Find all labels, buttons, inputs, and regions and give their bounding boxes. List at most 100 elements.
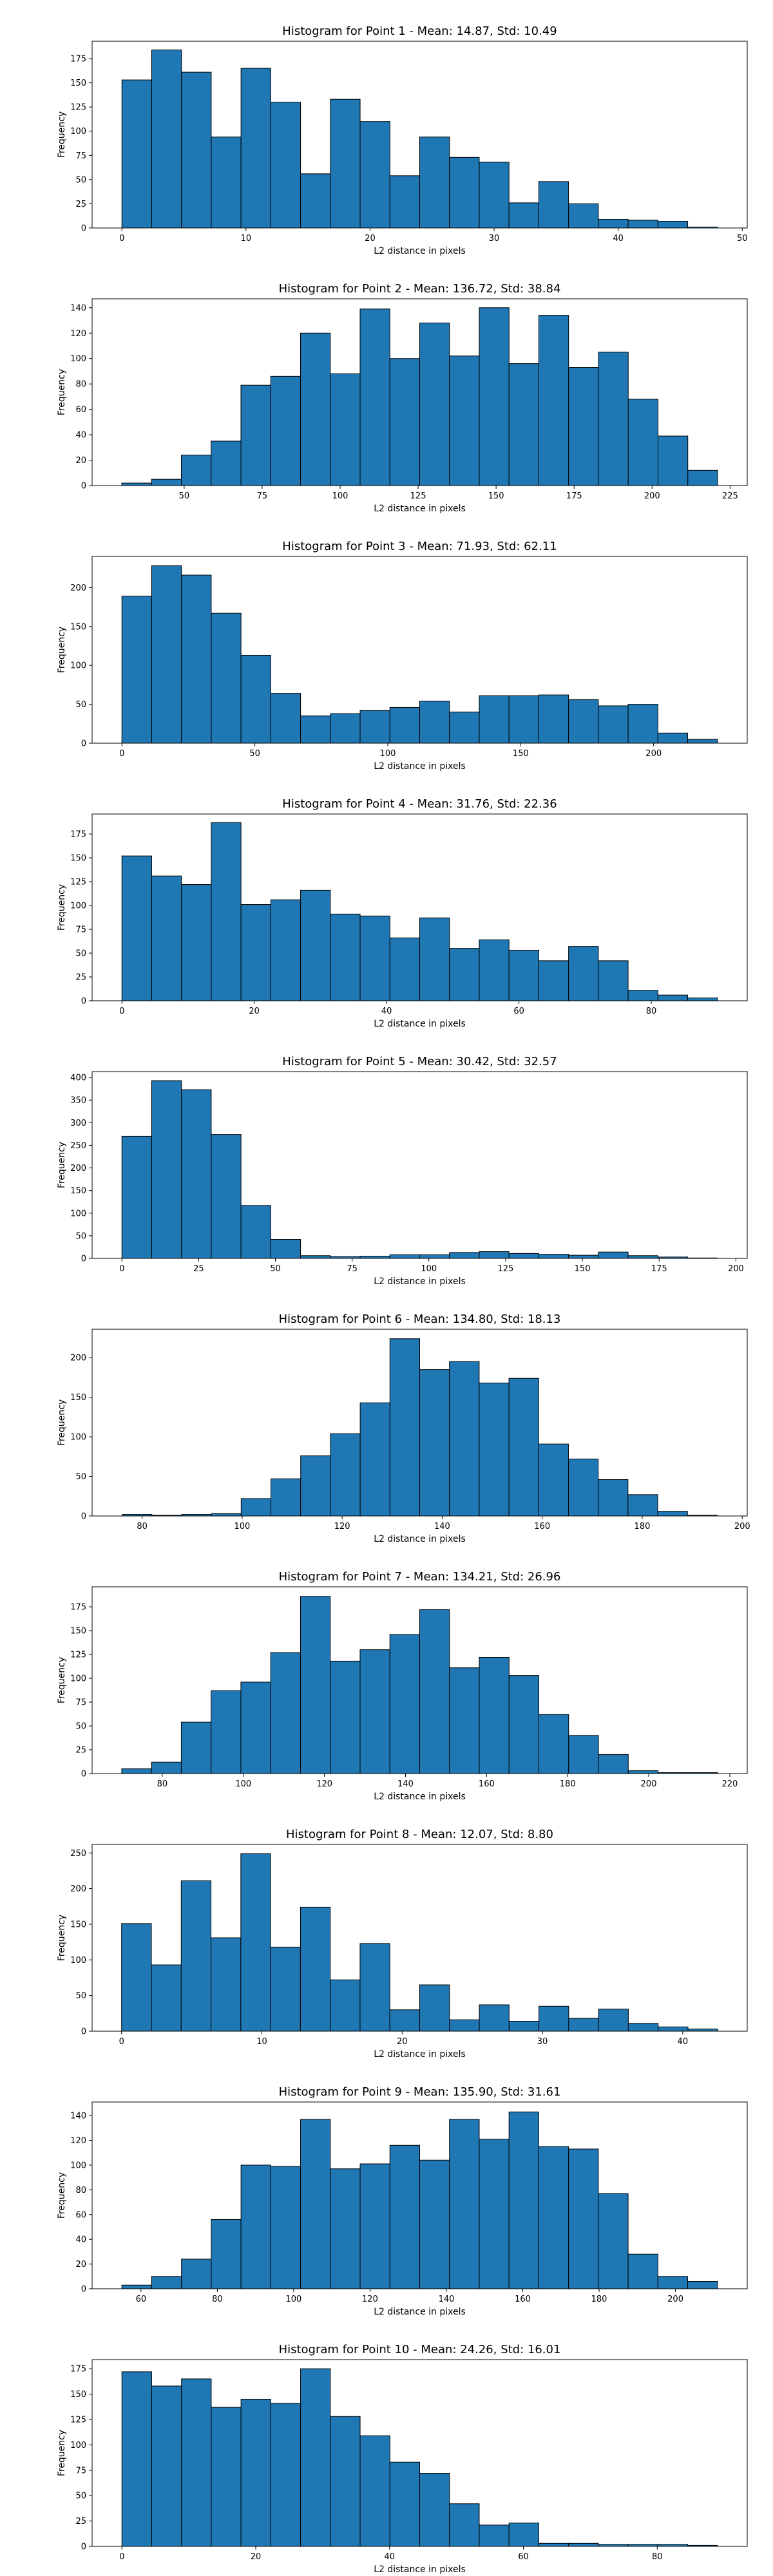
histogram-bar xyxy=(568,367,599,486)
y-tick-label: 125 xyxy=(70,2415,86,2425)
histogram-bar xyxy=(121,855,152,1001)
histogram-panel-6: Histogram for Point 6 - Mean: 134.80, St… xyxy=(57,1312,750,1544)
histogram-bar xyxy=(389,2461,420,2547)
histogram-bar xyxy=(359,2163,390,2289)
histogram-bar xyxy=(240,1681,271,1774)
histogram-bar xyxy=(538,1254,569,1259)
chart-title: Histogram for Point 4 - Mean: 31.76, Std… xyxy=(282,797,557,811)
histogram-bar xyxy=(240,1205,271,1259)
histogram-bar xyxy=(508,2111,539,2289)
y-tick-label: 0 xyxy=(81,482,86,491)
histogram-bar xyxy=(449,355,480,486)
histogram-bar xyxy=(181,2378,212,2547)
y-tick-label: 50 xyxy=(75,700,86,710)
x-axis-label: L2 distance in pixels xyxy=(374,2564,466,2575)
y-tick-label: 150 xyxy=(70,854,86,864)
y-tick-label: 100 xyxy=(70,1433,86,1443)
histogram-bar xyxy=(359,1943,390,2032)
y-axis-label: Frequency xyxy=(57,1142,67,1188)
histogram-bar xyxy=(121,2371,152,2547)
histogram-bar xyxy=(240,384,271,486)
y-tick-label: 100 xyxy=(70,1674,86,1684)
y-tick-label: 25 xyxy=(75,200,86,209)
histogram-bar xyxy=(300,1255,331,1259)
y-tick-label: 250 xyxy=(70,1849,86,1859)
histogram-bar xyxy=(359,915,390,1001)
histogram-panel-5: Histogram for Point 5 - Mean: 30.42, Std… xyxy=(57,1055,748,1287)
x-tick-label: 0 xyxy=(119,2037,124,2047)
plot-frame xyxy=(91,1071,748,1259)
histogram-bar xyxy=(508,1253,539,1259)
histogram-bar xyxy=(598,1251,629,1259)
histogram-bar xyxy=(627,2253,658,2289)
histogram-bar xyxy=(270,1946,301,2032)
y-tick-label: 150 xyxy=(70,1393,86,1403)
y-tick-label: 0 xyxy=(81,2543,86,2552)
histogram-bar xyxy=(598,218,629,229)
chart-title: Histogram for Point 9 - Mean: 135.90, St… xyxy=(279,2085,561,2099)
histogram-bar xyxy=(300,715,331,744)
x-tick-label: 175 xyxy=(566,491,582,501)
histogram-bar xyxy=(211,2407,242,2547)
histogram-bar xyxy=(151,2276,182,2289)
histogram-bar xyxy=(121,482,152,486)
y-tick-label: 0 xyxy=(81,1770,86,1779)
y-tick-label: 75 xyxy=(75,2466,86,2476)
y-tick-label: 0 xyxy=(81,1512,86,1522)
histogram-bar xyxy=(479,939,510,1001)
histogram-bar xyxy=(508,1675,540,1774)
histogram-bar xyxy=(211,822,242,1001)
histogram-bar xyxy=(330,2416,361,2547)
histogram-bar xyxy=(121,1923,152,2032)
histogram-bar xyxy=(568,2148,599,2289)
x-tick-label: 150 xyxy=(488,491,504,501)
histogram-bar xyxy=(270,102,301,229)
x-tick-label: 80 xyxy=(212,2295,223,2304)
y-tick-label: 50 xyxy=(75,949,86,959)
histogram-bar xyxy=(449,2503,480,2547)
histogram-bar xyxy=(687,469,718,486)
histogram-bar xyxy=(211,440,242,486)
histogram-bar xyxy=(359,710,390,744)
histogram-bar xyxy=(658,2026,689,2032)
x-tick-label: 160 xyxy=(515,2295,531,2304)
y-axis-label: Frequency xyxy=(57,1399,67,1446)
histogram-bar xyxy=(687,2280,718,2289)
histogram-bar xyxy=(508,695,539,744)
histogram-bar xyxy=(479,162,510,229)
histogram-bar xyxy=(687,739,718,744)
histogram-bar xyxy=(449,2119,480,2289)
histogram-bar xyxy=(181,884,212,1001)
histogram-bar xyxy=(121,2284,152,2289)
histogram-bar xyxy=(330,713,361,744)
histogram-bar xyxy=(121,596,152,744)
histogram-bar xyxy=(240,654,271,744)
x-tick-label: 75 xyxy=(257,491,268,501)
y-tick-label: 100 xyxy=(70,2161,86,2170)
x-tick-label: 100 xyxy=(235,1779,251,1789)
histogram-bar xyxy=(657,732,689,744)
histogram-bar xyxy=(359,121,390,229)
histogram-bar xyxy=(627,704,658,744)
x-tick-label: 0 xyxy=(119,749,124,759)
histogram-bar xyxy=(181,455,212,486)
y-axis-label: Frequency xyxy=(57,1915,67,1961)
histogram-bar xyxy=(538,2543,569,2547)
x-tick-label: 0 xyxy=(119,234,124,243)
y-tick-label: 150 xyxy=(70,2390,86,2400)
x-tick-label: 40 xyxy=(384,2552,395,2562)
x-tick-label: 20 xyxy=(249,1007,260,1016)
x-tick-label: 40 xyxy=(678,2037,689,2047)
x-tick-label: 200 xyxy=(734,1522,750,1531)
histogram-bar xyxy=(508,950,539,1001)
histogram-bar xyxy=(151,50,182,229)
x-axis-label: L2 distance in pixels xyxy=(374,761,466,772)
x-tick-label: 0 xyxy=(119,1264,124,1274)
x-tick-label: 0 xyxy=(119,1007,124,1016)
y-tick-label: 50 xyxy=(75,2492,86,2501)
histogram-bar xyxy=(598,1479,629,1517)
histogram-bar xyxy=(270,2403,301,2547)
y-tick-label: 0 xyxy=(81,2285,86,2295)
histogram-bar xyxy=(539,1714,569,1774)
histogram-bar xyxy=(508,1378,539,1517)
